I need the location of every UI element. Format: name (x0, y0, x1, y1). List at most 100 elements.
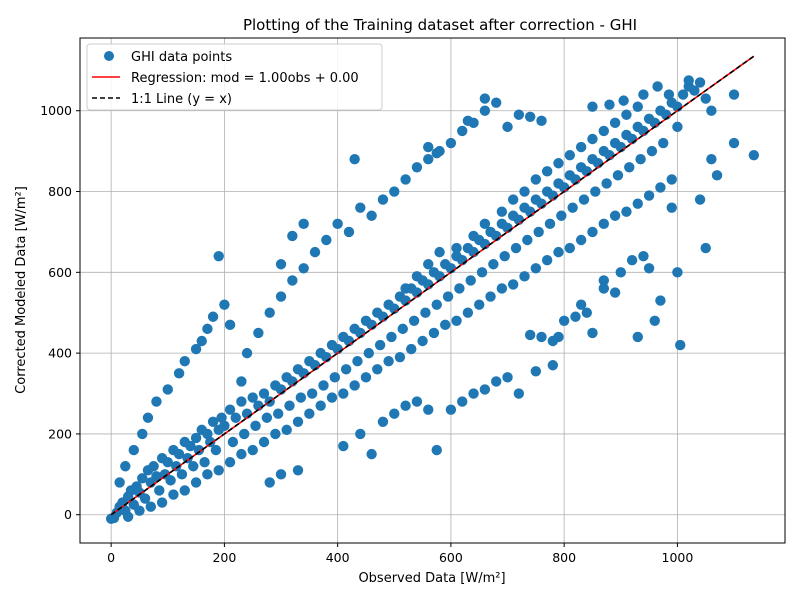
data-point (474, 299, 485, 310)
data-point (553, 246, 564, 258)
data-point (612, 170, 624, 181)
data-point (190, 432, 202, 444)
data-point (264, 307, 275, 318)
data-point (672, 121, 683, 133)
legend-identity-label: 1:1 Line (y = x) (131, 92, 232, 107)
data-point (728, 137, 740, 149)
data-point (530, 366, 542, 377)
data-point (377, 194, 389, 205)
data-point (675, 339, 686, 351)
data-point (672, 267, 683, 278)
data-point (156, 497, 168, 508)
data-point (227, 436, 239, 448)
data-point (700, 242, 711, 254)
data-point (666, 174, 677, 185)
y-axis-label: Corrected Modeled Data [W/m²] (14, 186, 29, 394)
data-point (666, 202, 677, 213)
data-point (193, 444, 205, 456)
data-point (445, 137, 457, 149)
legend: GHI data points Regression: mod = 1.00ob… (86, 43, 383, 111)
data-point (275, 291, 287, 302)
data-point (372, 364, 383, 375)
data-point (618, 95, 629, 106)
data-point (352, 356, 363, 367)
data-point (142, 412, 154, 423)
data-point (451, 242, 462, 254)
data-point (321, 234, 332, 246)
data-point (706, 105, 717, 116)
data-point (434, 246, 445, 258)
data-point (476, 267, 488, 278)
data-point (689, 85, 700, 96)
data-point (694, 194, 706, 205)
data-point (442, 291, 454, 302)
data-point (533, 226, 544, 238)
data-point (635, 154, 646, 165)
data-point (417, 335, 428, 347)
data-point (270, 428, 281, 440)
data-point (700, 93, 711, 104)
data-point (134, 505, 145, 516)
data-point (454, 283, 465, 294)
data-point (207, 416, 219, 427)
data-point (601, 178, 612, 189)
data-point (394, 351, 406, 363)
data-point (479, 93, 491, 104)
data-point (575, 141, 587, 153)
data-point (423, 141, 434, 153)
data-point (360, 372, 372, 383)
data-point (173, 368, 185, 379)
data-point (431, 299, 442, 310)
data-point (575, 299, 587, 310)
data-point (423, 404, 434, 415)
data-point (114, 477, 125, 488)
data-point (587, 133, 598, 145)
data-point (284, 400, 295, 411)
data-point (247, 444, 258, 456)
data-point (677, 89, 689, 100)
data-point (355, 202, 366, 213)
data-point (632, 331, 643, 343)
data-point (154, 485, 165, 496)
data-point (556, 210, 567, 221)
x-tick-label: 1000 (662, 550, 694, 565)
data-point (219, 299, 230, 310)
data-point (558, 315, 570, 326)
data-point (615, 267, 626, 278)
legend-box (86, 43, 383, 111)
data-point (462, 307, 474, 318)
data-point (298, 263, 309, 274)
data-point (340, 364, 352, 375)
data-point (646, 145, 658, 157)
data-point (151, 471, 162, 482)
data-point (643, 263, 655, 274)
data-point (598, 218, 609, 230)
data-point (445, 404, 457, 415)
x-tick-label: 200 (212, 550, 236, 565)
data-point (202, 469, 213, 480)
data-point (363, 347, 374, 359)
data-point (655, 182, 666, 193)
data-point (236, 448, 247, 460)
legend-points-label: GHI data points (131, 50, 232, 65)
data-point (541, 166, 553, 177)
data-point (468, 230, 479, 242)
data-point (190, 477, 202, 488)
data-point (547, 360, 559, 371)
chart-title: Plotting of the Training dataset after c… (243, 16, 637, 34)
data-point (541, 255, 553, 266)
data-point (377, 416, 389, 427)
y-axis-ticks: 0 200 400 600 800 1000 (40, 103, 80, 522)
data-point (411, 271, 423, 282)
data-point (440, 319, 451, 331)
data-point (190, 343, 202, 355)
data-point (315, 400, 326, 411)
data-point (468, 388, 479, 399)
data-point (304, 408, 315, 419)
data-point (207, 311, 219, 322)
data-point (519, 271, 530, 282)
data-point (224, 404, 236, 415)
data-point (587, 226, 598, 238)
data-point (199, 457, 210, 468)
data-point (621, 109, 632, 120)
